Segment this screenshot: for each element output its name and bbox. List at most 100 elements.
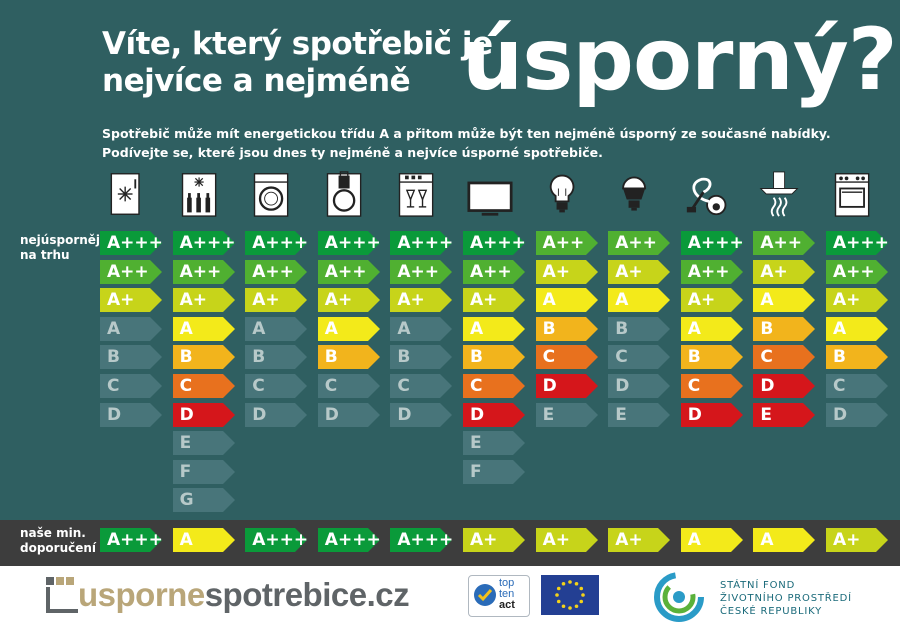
- energy-class-label: B: [324, 347, 338, 368]
- headline-big-word: úsporný?: [462, 10, 898, 110]
- rating-arrow: [608, 402, 671, 427]
- rating-arrow: [172, 316, 235, 341]
- energy-class-arrow: D: [390, 402, 453, 427]
- washer-dryer-icon: [326, 171, 362, 217]
- energy-class-label: A+: [397, 290, 425, 311]
- energy-class-arrow: A: [245, 316, 308, 341]
- energy-class-arrow: A: [100, 316, 162, 341]
- energy-class-arrow: A+: [608, 259, 671, 284]
- rating-arrow: [172, 345, 235, 370]
- energy-class-label: C: [615, 347, 628, 368]
- rating-arrow: [826, 288, 888, 313]
- rating-arrow: [535, 231, 598, 255]
- energy-class-arrow: B: [245, 345, 308, 370]
- appliance-column: A+++ A++ A+ A B C D: [100, 0, 170, 520]
- energy-class-arrow: B: [535, 316, 598, 341]
- rating-arrow: [753, 345, 816, 370]
- recommended-class-arrow: A+: [826, 528, 888, 552]
- eu-star: [579, 586, 584, 591]
- energy-class-label: B: [542, 318, 556, 339]
- rating-arrow: [463, 374, 525, 398]
- energy-class-label: D: [615, 376, 630, 396]
- rating-arrow: [608, 231, 671, 255]
- energy-class-arrow: A++: [753, 231, 816, 255]
- energy-class-arrow: B: [100, 345, 162, 370]
- rating-arrow: [317, 231, 380, 255]
- eu-star: [555, 593, 559, 597]
- energy-class-label: A++: [179, 261, 222, 282]
- rating-arrow: [172, 288, 235, 313]
- energy-class-arrow: A+: [245, 288, 308, 313]
- energy-class-label: A+: [470, 290, 498, 311]
- energy-class-label: D: [252, 404, 267, 425]
- energy-class-label: A+: [615, 261, 643, 282]
- energy-class-arrow: D: [172, 402, 235, 427]
- rating-arrow: [463, 402, 525, 427]
- topten-text: top ten act: [499, 578, 515, 611]
- best-label-line-2: na trhu: [20, 248, 70, 262]
- energy-class-arrow: C: [100, 374, 162, 398]
- energy-class-arrow: A: [535, 288, 598, 313]
- energy-class-arrow: D: [317, 402, 380, 427]
- energy-class-label: A: [760, 290, 774, 311]
- logo-square-icon: [46, 577, 78, 613]
- rating-arrow: [317, 528, 380, 552]
- eu-flag-icon: [541, 575, 599, 615]
- energy-class-label: B: [833, 347, 846, 368]
- energy-class-arrow: A: [390, 316, 453, 341]
- energy-class-arrow: F: [172, 459, 235, 484]
- energy-class-arrow: E: [608, 402, 671, 427]
- energy-class-label: B: [252, 347, 266, 368]
- eu-star: [574, 604, 579, 609]
- energy-class-label: D: [107, 404, 122, 425]
- energy-class-arrow: E: [172, 431, 235, 456]
- energy-class-arrow: D: [753, 374, 816, 398]
- rating-arrow: [680, 528, 743, 552]
- recommended-class-arrow: A+++: [317, 528, 381, 552]
- energy-class-arrow: A+: [753, 259, 816, 284]
- energy-class-label: A+++: [179, 233, 236, 253]
- energy-class-label: A: [615, 290, 629, 311]
- energy-class-label: A+++: [687, 233, 744, 253]
- recommended-class-label: A+: [833, 530, 861, 550]
- rating-arrow: [100, 374, 162, 398]
- rating-arrow: [245, 231, 308, 255]
- energy-class-arrow: B: [826, 345, 888, 370]
- rating-arrow: [390, 316, 453, 341]
- energy-class-label: E: [542, 404, 555, 425]
- rating-arrow: [463, 345, 525, 370]
- recommended-class-arrow: A+++: [390, 528, 453, 552]
- topten-line-3: act: [499, 599, 515, 611]
- energy-class-label: A+: [687, 290, 716, 311]
- energy-class-arrow: A+++: [390, 231, 453, 255]
- rating-arrow: [753, 528, 816, 552]
- topten-act-logo[interactable]: top ten act: [468, 575, 530, 617]
- logo-text-part-2: spotrebice.cz: [204, 576, 410, 613]
- energy-class-label: A: [542, 290, 556, 311]
- energy-class-label: A+: [324, 290, 353, 311]
- energy-class-arrow: C: [753, 345, 816, 370]
- energy-class-arrow: G: [172, 488, 235, 513]
- energy-class-arrow: A+: [100, 288, 162, 313]
- energy-class-label: A: [687, 318, 701, 339]
- energy-class-label: E: [615, 404, 627, 425]
- energy-class-arrow: A++: [245, 259, 308, 284]
- recommended-class-arrow: A: [753, 528, 816, 552]
- sfzp-logo-icon[interactable]: [654, 572, 704, 622]
- best-label-line-1: nejúspornější: [20, 233, 112, 247]
- rating-arrow: [753, 231, 816, 255]
- rating-arrow: [608, 345, 671, 370]
- check-circle-icon: [474, 584, 496, 606]
- energy-class-arrow: E: [753, 402, 816, 427]
- recommended-class-arrow: A+: [535, 528, 598, 552]
- energy-class-arrow: A: [608, 288, 671, 313]
- energy-class-label: B: [107, 347, 120, 368]
- energy-class-label: A++: [324, 261, 367, 282]
- energy-class-label: F: [179, 461, 192, 482]
- energy-class-arrow: E: [535, 402, 598, 427]
- energy-class-label: B: [397, 347, 411, 368]
- recommended-class-label: A: [179, 530, 193, 550]
- energy-class-label: A+: [833, 290, 861, 311]
- rating-arrow: [680, 374, 743, 398]
- energy-class-label: F: [470, 461, 482, 482]
